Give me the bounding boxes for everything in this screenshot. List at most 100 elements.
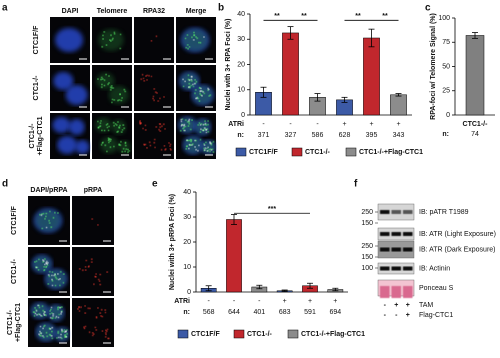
telomere-spot: [182, 127, 184, 130]
telomere-spot: [123, 127, 125, 130]
blot-band: [403, 232, 413, 236]
telomere-spot: [101, 129, 103, 132]
error-bar: [256, 284, 263, 290]
telomere-spot: [117, 130, 119, 133]
row-value: +: [369, 121, 373, 128]
telomere-spot: [199, 131, 202, 133]
column-header: Merge: [186, 8, 207, 15]
blot-band: [403, 286, 413, 298]
legend-label: CTC1-/-: [305, 149, 331, 156]
foci-spot: [84, 305, 86, 307]
foci-spot: [203, 36, 205, 38]
blot-band: [403, 266, 413, 271]
telomere-spot: [102, 38, 104, 40]
telomere-spot: [102, 141, 104, 144]
row-value: 343: [393, 132, 405, 139]
telomere-spot: [48, 222, 51, 224]
telomere-spot: [211, 148, 214, 151]
condition-sign: -: [384, 312, 387, 319]
telomere-spot: [182, 85, 185, 88]
nucleus: [53, 72, 74, 90]
foci-spot: [40, 332, 42, 335]
foci-spot: [43, 260, 45, 262]
telomere-spot: [121, 131, 123, 133]
marker-label: 250: [361, 209, 373, 216]
telomere-spot: [188, 139, 190, 142]
telomere-spot: [51, 337, 53, 339]
foci-spot: [200, 128, 202, 130]
foci-spot: [78, 310, 81, 312]
row-label: ATRi: [228, 121, 244, 128]
bar: [465, 35, 485, 116]
foci-spot: [52, 313, 54, 315]
blot-strip: [377, 203, 415, 221]
foci-spot: [193, 83, 196, 85]
telomere-spot: [207, 131, 209, 133]
marker-label: 250: [361, 243, 373, 250]
nucleus-glow: [48, 305, 64, 321]
foci-spot: [144, 143, 147, 146]
legend-label: CTC1F/F: [249, 149, 279, 156]
telomere-spot: [106, 126, 109, 129]
foci-spot: [149, 141, 151, 143]
foci-spot: [101, 330, 104, 332]
telomere-spot: [45, 212, 48, 215]
image-background: [134, 17, 174, 63]
foci-spot: [94, 326, 97, 329]
nucleus: [68, 119, 85, 135]
telomere-spot: [61, 306, 63, 308]
telomere-spot: [192, 85, 195, 88]
row-label: CTC1-/-: [11, 258, 18, 284]
telomere-spot: [59, 284, 61, 287]
telomere-spot: [97, 78, 99, 80]
micrograph: [92, 17, 132, 63]
telomere-spot: [122, 148, 125, 150]
foci-spot: [105, 332, 107, 334]
telomere-spot: [128, 150, 130, 152]
row-value: -: [207, 298, 210, 305]
telomere-spot: [127, 151, 129, 153]
panel-letter: e: [152, 179, 158, 190]
telomere-spot: [49, 334, 52, 337]
foci-spot: [209, 141, 211, 143]
row-value: 683: [279, 309, 291, 316]
panel-letter: a: [2, 3, 8, 14]
condition-label: Flag-CTC1: [419, 312, 453, 319]
telomere-spot: [187, 48, 189, 50]
telomere-spot: [49, 310, 51, 312]
foci-spot: [106, 271, 108, 273]
telomere-spot: [57, 212, 59, 214]
micrograph: [50, 113, 90, 159]
row-value: +: [396, 121, 400, 128]
row-value: -: [289, 121, 292, 128]
foci-spot: [190, 78, 193, 81]
foci-spot: [65, 336, 67, 338]
foci-spot: [157, 100, 159, 102]
blot-band: [403, 210, 413, 214]
foci-spot: [53, 274, 55, 277]
telomere-spot: [111, 98, 114, 101]
telomere-spot: [195, 89, 197, 91]
telomere-spot: [37, 313, 40, 315]
foci-spot: [153, 88, 155, 90]
foci-spot: [141, 74, 144, 76]
row-value: +: [283, 298, 287, 305]
telomere-spot: [121, 97, 123, 99]
foci-spot: [145, 129, 147, 131]
foci-spot: [200, 87, 202, 90]
foci-spot: [50, 335, 53, 337]
micrograph: [134, 113, 174, 159]
telomere-spot: [122, 124, 125, 126]
foci-spot: [93, 283, 95, 285]
foci-spot: [89, 307, 91, 310]
blot-band: [391, 210, 401, 214]
telomere-spot: [41, 213, 43, 215]
foci-spot: [92, 332, 94, 334]
telomere-spot: [188, 46, 191, 48]
foci-spot: [44, 263, 46, 266]
foci-spot: [182, 78, 184, 81]
foci-spot: [156, 92, 158, 94]
error-bar: [287, 26, 294, 40]
blot-strip: [377, 227, 415, 241]
y-tick-label: 50: [442, 63, 450, 70]
